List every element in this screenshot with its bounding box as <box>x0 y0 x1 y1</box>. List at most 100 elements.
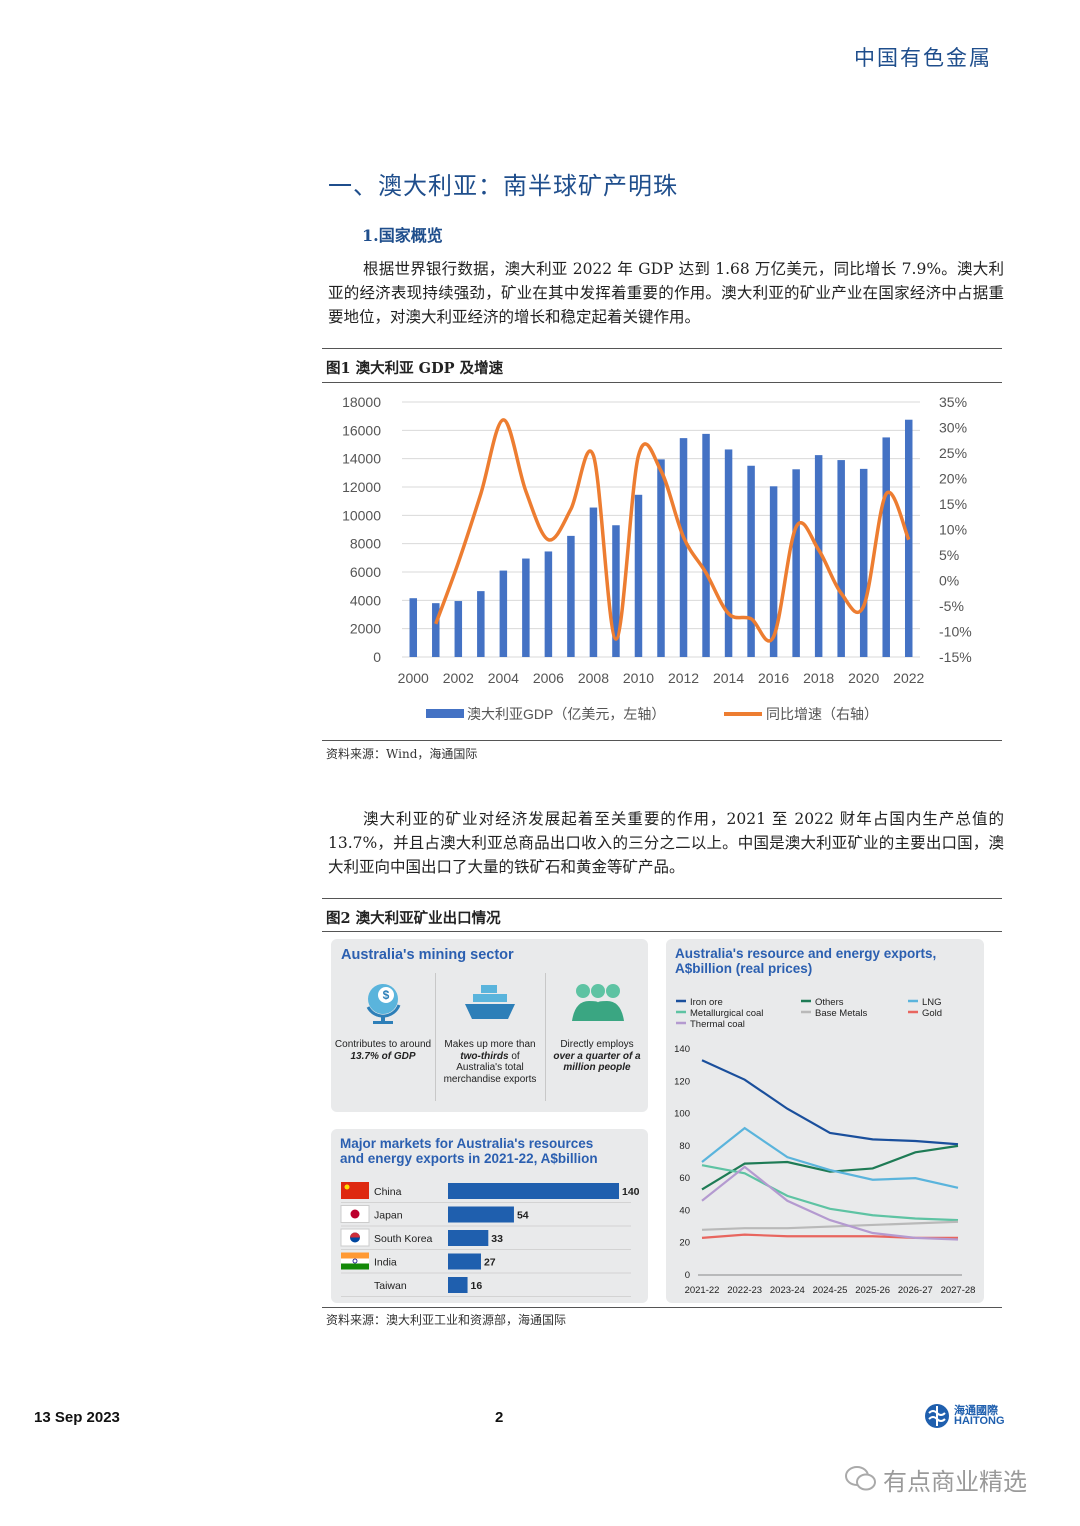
figure2-source: 资料来源：澳大利亚工业和资源部，海通国际 <box>326 1313 567 1327</box>
stat-exports-value: two-thirds <box>460 1050 509 1062</box>
exports-chart: Iron ore Others LNG Metallurgical coal Base … <box>674 997 975 1296</box>
gdp-bar <box>522 558 530 657</box>
market-value-label: 27 <box>484 1257 496 1269</box>
stat-employment: Directly employs over a quarter of a mil… <box>547 1039 647 1074</box>
legend-growth-label: 同比增速（右轴） <box>766 706 878 722</box>
left-axis-tick-label: 18000 <box>342 394 381 410</box>
exports-axes: 0 20 40 60 80 100 120 140 2021-22 2022-23 2023-24 2… <box>674 1044 975 1296</box>
x-axis-tick-label: 2000 <box>398 670 429 686</box>
left-axis-tick-label: 6000 <box>350 564 381 580</box>
gdp-bar <box>409 598 418 657</box>
figure1-bottom-rule <box>322 740 1002 741</box>
market-label: China <box>374 1186 402 1198</box>
market-value-label: 33 <box>491 1233 503 1245</box>
x-axis-tick-label: 2020 <box>848 670 879 686</box>
stat-exports: Makes up more than two-thirds of Austral… <box>440 1039 540 1085</box>
growth-line-path <box>434 418 911 643</box>
mining-sector-panel: Australia's mining sector $ Contributes … <box>331 939 648 1112</box>
market-bar <box>448 1183 619 1199</box>
right-axis-tick-label: 25% <box>939 445 967 461</box>
x-axis-tick-label: 2023-24 <box>770 1285 805 1296</box>
paragraph-overview: 根据世界银行数据，澳大利亚 2022 年 GDP 达到 1.68 万亿美元，同比… <box>328 260 1004 326</box>
stat-exports-text: Makes up more than <box>444 1039 536 1050</box>
series-line-iron-ore <box>701 1059 959 1146</box>
legend-gdp-label: 澳大利亚GDP（亿美元，左轴） <box>467 706 665 722</box>
gdp-bar <box>612 525 620 657</box>
gdp-bar <box>432 603 440 657</box>
watermark: 有点商业精选 <box>845 1462 1055 1496</box>
market-bar <box>448 1253 481 1270</box>
figure1-caption: 图1 澳大利亚 GDP 及增速 <box>326 360 504 377</box>
people-icon <box>572 984 624 1021</box>
section-subtitle: 1.国家概览 <box>362 226 443 245</box>
series-line-metallurgical-coal <box>701 1164 959 1222</box>
haitong-logo-en: HAITONG <box>954 1415 1005 1427</box>
gdp-bar <box>724 449 733 657</box>
stat-gdp: Contributes to around 13.7% of GDP <box>333 1039 433 1062</box>
x-axis-tick-label: 2004 <box>488 670 519 686</box>
y-axis-tick-label: 140 <box>674 1044 690 1055</box>
gdp-chart: 0 2000 4000 6000 8000 10000 12000 14000 16000 180… <box>342 394 972 722</box>
flag-japan-dot <box>350 1209 360 1219</box>
figure2-caption-rule <box>322 931 1002 932</box>
flag-china-star <box>344 1184 350 1190</box>
stat-divider <box>545 973 546 1101</box>
gdp-bar <box>634 494 643 657</box>
x-axis-tick-label: 2012 <box>668 670 699 686</box>
y-axis-tick-label: 20 <box>679 1238 690 1249</box>
gdp-bar <box>747 465 755 657</box>
right-axis-tick-label: 15% <box>939 496 967 512</box>
flag-india-icon <box>341 1252 369 1259</box>
flag-korea-red <box>350 1232 360 1238</box>
haitong-logo: 海通國際 HAITONG <box>924 1402 1014 1432</box>
right-axis-tick-label: 20% <box>939 471 967 487</box>
globe-dollar-icon: $ <box>366 984 401 1024</box>
x-axis-tick-label: 2014 <box>713 670 744 686</box>
gdp-bar <box>792 469 800 657</box>
gdp-bar <box>544 551 553 657</box>
left-axis-tick-label: 2000 <box>350 621 381 637</box>
gdp-bar <box>702 433 710 657</box>
x-axis-tick-label: 2025-26 <box>855 1285 890 1296</box>
figure2-caption: 图2 澳大利亚矿业出口情况 <box>326 910 501 927</box>
wechat-icon <box>845 1466 876 1491</box>
gdp-bar <box>769 486 778 657</box>
legend-label: Base Metals <box>815 1008 868 1019</box>
figure1-top-rule <box>322 348 1002 349</box>
gdp-bars <box>409 419 913 657</box>
market-bar <box>448 1206 514 1223</box>
gdp-bar <box>859 468 868 657</box>
x-axis-tick-label: 2010 <box>623 670 654 686</box>
x-axis-tick-label: 2022-23 <box>727 1285 762 1296</box>
legend-label: Iron ore <box>690 997 723 1008</box>
flag-india-wheel <box>352 1258 358 1264</box>
market-value-label: 54 <box>517 1210 529 1222</box>
left-axis-tick-label: 4000 <box>350 592 381 608</box>
gdp-bar <box>837 460 845 657</box>
gdp-x-axis: 2000 2002 2004 2006 2008 2010 2012 2014 2016 2018… <box>398 670 925 686</box>
figure1-caption-rule <box>322 382 1002 383</box>
stat-gdp-text: Contributes to around <box>334 1039 432 1050</box>
y-axis-tick-label: 120 <box>674 1076 690 1087</box>
major-markets-title: Major markets for Australia's resources … <box>340 1136 598 1166</box>
x-axis-tick-label: 2021-22 <box>685 1285 720 1296</box>
right-axis-tick-label: 5% <box>939 547 959 563</box>
series-line-base-metals <box>701 1220 959 1231</box>
legend-gdp-swatch <box>426 709 464 718</box>
flag-india-green <box>341 1263 369 1270</box>
figure1-source: 资料来源：Wind，海通国际 <box>326 747 478 761</box>
figure2-top-rule <box>322 898 1002 899</box>
right-axis-tick-label: 30% <box>939 420 967 436</box>
gdp-right-axis: -15% -10% -5% 0% 5% 10% 15% 20% 25% 30% 35% <box>939 394 972 665</box>
series-line-thermal-coal <box>701 1165 959 1241</box>
flag-india-white <box>341 1258 369 1264</box>
y-axis-tick-label: 60 <box>679 1173 690 1184</box>
market-bar <box>448 1230 489 1246</box>
legend-label: Gold <box>922 1008 942 1019</box>
ship-icon <box>465 985 515 1019</box>
exports-lines <box>701 1059 959 1241</box>
gdp-bar <box>589 507 598 657</box>
header-brand: 中国有色金属 <box>854 46 992 70</box>
right-axis-tick-label: 10% <box>939 522 967 538</box>
flag-china-icon <box>341 1182 369 1199</box>
